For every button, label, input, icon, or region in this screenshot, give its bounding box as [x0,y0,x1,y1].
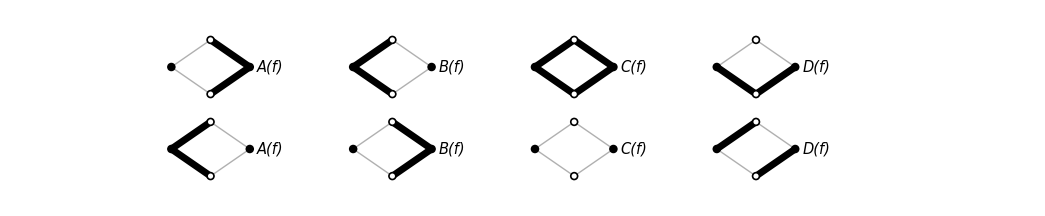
Circle shape [571,173,578,179]
Circle shape [792,146,798,152]
Circle shape [247,146,253,152]
Text: D(f): D(f) [803,141,830,157]
Circle shape [207,119,214,125]
Circle shape [207,173,214,179]
Circle shape [350,146,356,152]
Circle shape [752,119,760,125]
Circle shape [389,173,396,179]
Text: B(f): B(f) [439,141,465,157]
Circle shape [168,64,175,70]
Circle shape [571,37,578,43]
Circle shape [610,146,617,152]
Circle shape [168,146,175,152]
Circle shape [389,37,396,43]
Circle shape [792,64,798,70]
Text: D(f): D(f) [803,59,830,75]
Circle shape [207,91,214,97]
Circle shape [610,64,617,70]
Circle shape [389,119,396,125]
Circle shape [752,173,760,179]
Text: B(f): B(f) [439,59,465,75]
Text: C(f): C(f) [621,59,648,75]
Circle shape [571,119,578,125]
Circle shape [571,91,578,97]
Circle shape [714,146,720,152]
Text: C(f): C(f) [621,141,648,157]
Circle shape [207,37,214,43]
Circle shape [350,64,356,70]
Circle shape [714,64,720,70]
Text: A(f): A(f) [257,141,283,157]
Circle shape [428,64,435,70]
Circle shape [247,64,253,70]
Circle shape [752,91,760,97]
Circle shape [428,146,435,152]
Circle shape [389,91,396,97]
Circle shape [752,37,760,43]
Text: A(f): A(f) [257,59,283,75]
Circle shape [532,146,538,152]
Circle shape [532,64,538,70]
